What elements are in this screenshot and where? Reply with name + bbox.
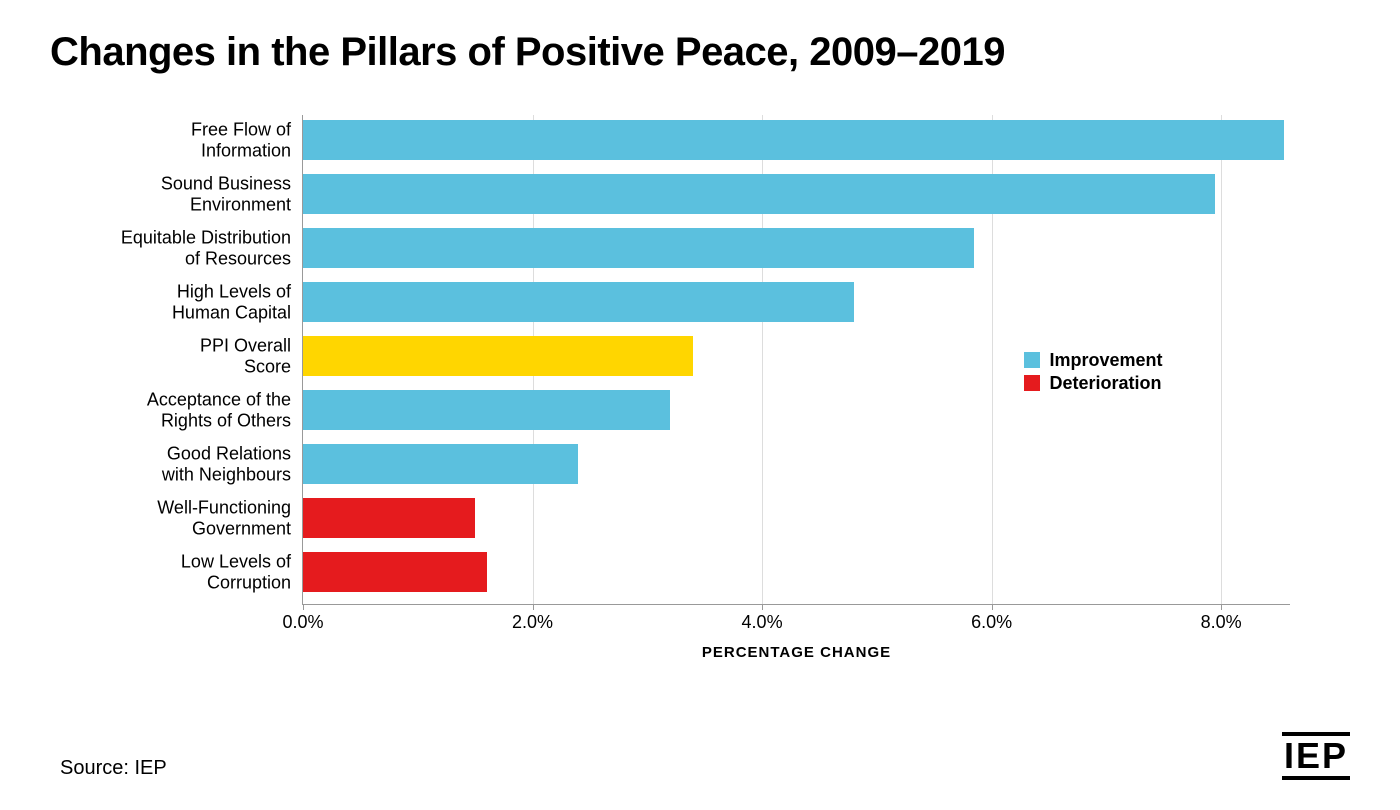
legend-swatch (1024, 352, 1040, 368)
bar (303, 552, 487, 592)
xtick-label: 4.0% (742, 612, 783, 633)
bar-row: Well-Functioning Government (303, 498, 1290, 538)
xtick-label: 6.0% (971, 612, 1012, 633)
bar (303, 336, 693, 376)
category-label: Low Levels of Corruption (51, 551, 291, 592)
bar-row: Equitable Distribution of Resources (303, 228, 1290, 268)
xtick-mark (533, 604, 534, 610)
category-label: Equitable Distribution of Resources (51, 227, 291, 268)
category-label: High Levels of Human Capital (51, 281, 291, 322)
bar-row: Sound Business Environment (303, 174, 1290, 214)
xtick-label: 0.0% (282, 612, 323, 633)
category-label: Sound Business Environment (51, 173, 291, 214)
bar-row: High Levels of Human Capital (303, 282, 1290, 322)
category-label: Well-Functioning Government (51, 497, 291, 538)
source-text: Source: IEP (60, 757, 167, 780)
xtick-mark (1221, 604, 1222, 610)
category-label: Free Flow of Information (51, 119, 291, 160)
bar-row: Good Relations with Neighbours (303, 444, 1290, 484)
bar (303, 444, 578, 484)
legend-label: Improvement (1050, 350, 1163, 371)
xtick-mark (303, 604, 304, 610)
legend: ImprovementDeterioration (1024, 350, 1163, 396)
bar (303, 282, 854, 322)
bar (303, 228, 974, 268)
bar-row: Free Flow of Information (303, 120, 1290, 160)
chart-container: PERCENTAGE CHANGE 0.0% 2.0% 4.0% 6.0% 8.0% Fr… (50, 115, 1350, 675)
bar (303, 390, 670, 430)
bar (303, 120, 1284, 160)
iep-logo: IEP (1282, 732, 1350, 780)
bar (303, 174, 1215, 214)
category-label: PPI Overall Score (51, 335, 291, 376)
category-label: Good Relations with Neighbours (51, 443, 291, 484)
legend-item: Improvement (1024, 350, 1163, 371)
legend-item: Deterioration (1024, 373, 1163, 394)
bar-row: Low Levels of Corruption (303, 552, 1290, 592)
plot-area: PERCENTAGE CHANGE 0.0%2.0%4.0%6.0%8.0%Fr… (302, 115, 1290, 605)
legend-swatch (1024, 375, 1040, 391)
bar-row: Acceptance of the Rights of Others (303, 390, 1290, 430)
category-label: Acceptance of the Rights of Others (51, 389, 291, 430)
bar (303, 498, 475, 538)
xtick-mark (762, 604, 763, 610)
x-axis-label: PERCENTAGE CHANGE (702, 644, 891, 661)
xtick-label: 8.0% (1201, 612, 1242, 633)
xtick-label: 2.0% (512, 612, 553, 633)
xtick-mark (992, 604, 993, 610)
legend-label: Deterioration (1050, 373, 1162, 394)
chart-title: Changes in the Pillars of Positive Peace… (50, 30, 1350, 75)
